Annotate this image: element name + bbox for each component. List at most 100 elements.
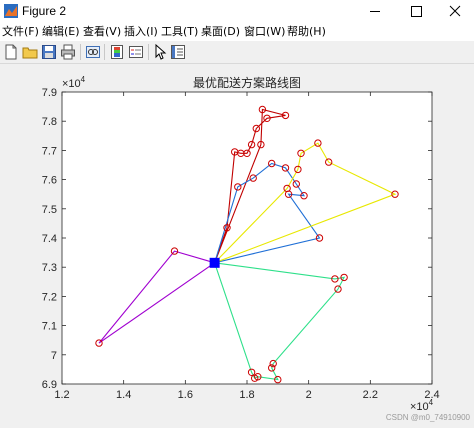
customer-point [331, 275, 339, 283]
customer-point [223, 224, 231, 232]
insert-legend-button[interactable] [127, 43, 145, 61]
customer-point [314, 139, 322, 147]
insert-colorbar-icon [111, 45, 123, 59]
new-file-icon [5, 44, 17, 60]
y-tick-label: 7.6 [42, 175, 57, 187]
customer-point [252, 124, 260, 133]
route-line-1 [214, 108, 286, 264]
customer-point [268, 364, 276, 372]
depot-marker [209, 257, 220, 268]
customer-point [258, 105, 267, 114]
y-tick-label: 7.2 [42, 291, 57, 303]
x-exponent-label: ×104 [410, 398, 434, 413]
print-icon [61, 44, 75, 60]
y-tick-label: 6.9 [42, 379, 57, 391]
customer-point [95, 339, 103, 347]
menu-insert[interactable]: 插入(I) [124, 25, 158, 38]
route-plot[interactable]: 最优配送方案路线图 1.2 1.4 1.6 1.8 2 2.2 2.4 6.9 7 7.1 7.2 7… [0, 64, 474, 424]
customer-point [257, 140, 265, 149]
matlab-figure-icon [4, 4, 18, 18]
customer-point [268, 159, 276, 168]
menu-help[interactable]: 帮助(H) [287, 25, 326, 38]
x-tick-label: 2.4 [424, 389, 439, 401]
customer-point [249, 174, 257, 182]
customer-point [281, 164, 290, 172]
y-tick-label: 7.3 [42, 262, 57, 274]
close-icon [449, 5, 461, 17]
customer-point [269, 359, 277, 368]
close-button[interactable] [436, 0, 474, 23]
toolbar-separator [104, 44, 105, 60]
menu-view[interactable]: 查看(V) [83, 25, 122, 38]
customer-point [391, 190, 399, 198]
toolbar-separator [148, 44, 149, 60]
link-figure-button[interactable] [84, 43, 102, 61]
customer-point [325, 158, 333, 166]
customer-point [274, 375, 282, 384]
save-icon [42, 45, 56, 59]
x-tick-label: 2.2 [363, 389, 378, 401]
y-tick-label: 7 [51, 350, 57, 362]
y-tick-label: 7.7 [42, 145, 57, 157]
title-bar: Figure 2 [0, 0, 474, 23]
insert-colorbar-button[interactable] [108, 43, 126, 61]
customer-point [340, 273, 348, 282]
save-button[interactable] [40, 43, 58, 61]
customer-point [247, 368, 256, 376]
axes-background [61, 91, 433, 385]
customer-point [315, 234, 324, 242]
customer-point [170, 247, 179, 255]
menu-tools[interactable]: 工具(T) [161, 25, 199, 38]
y-tick-label: 7.8 [42, 116, 57, 128]
x-tick-label: 1.8 [239, 389, 254, 401]
maximize-button[interactable] [397, 0, 435, 23]
customer-point [300, 192, 308, 200]
toolbar [0, 41, 474, 64]
route-line-2 [214, 162, 321, 264]
customer-point [254, 373, 262, 381]
y-tick-label: 7.5 [42, 204, 57, 216]
customer-point [243, 149, 251, 158]
customer-point [263, 114, 271, 122]
customer-point [294, 165, 302, 174]
chart-title: 最优配送方案路线图 [193, 75, 301, 90]
menu-window[interactable]: 窗口(W) [244, 25, 286, 38]
edit-plot-pointer-icon [155, 43, 167, 60]
x-tick-label: 1.4 [116, 389, 131, 401]
y-exponent-label: ×104 [62, 75, 86, 90]
customer-point [334, 285, 342, 293]
insert-legend-icon [129, 46, 143, 58]
property-inspector-button[interactable] [169, 43, 187, 61]
link-figure-icon [86, 46, 100, 58]
customer-point [281, 111, 290, 120]
customer-point [234, 183, 242, 191]
open-folder-icon [22, 47, 38, 59]
minimize-icon [370, 11, 380, 12]
new-figure-button[interactable] [2, 43, 20, 61]
x-tick-label: 1.2 [54, 389, 69, 401]
y-tick-label: 7.4 [42, 233, 57, 245]
edit-plot-button[interactable] [151, 43, 169, 61]
print-button[interactable] [59, 43, 77, 61]
y-tick-label: 7.1 [42, 321, 57, 333]
route-line-4 [98, 250, 215, 344]
customer-point [247, 140, 256, 149]
menu-edit[interactable]: 编辑(E) [42, 25, 80, 38]
menu-bar: 文件(F) 编辑(E) 查看(V) 插入(I) 工具(T) 桌面(D) 窗口(W… [0, 23, 474, 41]
menu-file[interactable]: 文件(F) [2, 25, 39, 38]
customer-point [297, 149, 305, 158]
customer-point [292, 180, 300, 188]
property-inspector-icon [171, 45, 185, 59]
x-tick-label: 2 [306, 389, 312, 401]
window-title: Figure 2 [22, 4, 67, 18]
y-tick-label: 7.9 [42, 87, 57, 99]
toolbar-separator [80, 44, 81, 60]
x-tick-label: 1.6 [178, 389, 193, 401]
minimize-button[interactable] [356, 0, 394, 23]
figure-canvas: 最优配送方案路线图 1.2 1.4 1.6 1.8 2 2.2 2.4 6.9 7 7.1 7.2 7… [0, 64, 474, 424]
maximize-icon [411, 6, 422, 17]
menu-desktop[interactable]: 桌面(D) [201, 25, 241, 38]
open-file-button[interactable] [21, 43, 39, 61]
watermark: CSDN @m0_74910900 [386, 413, 471, 422]
customer-point [283, 184, 291, 193]
